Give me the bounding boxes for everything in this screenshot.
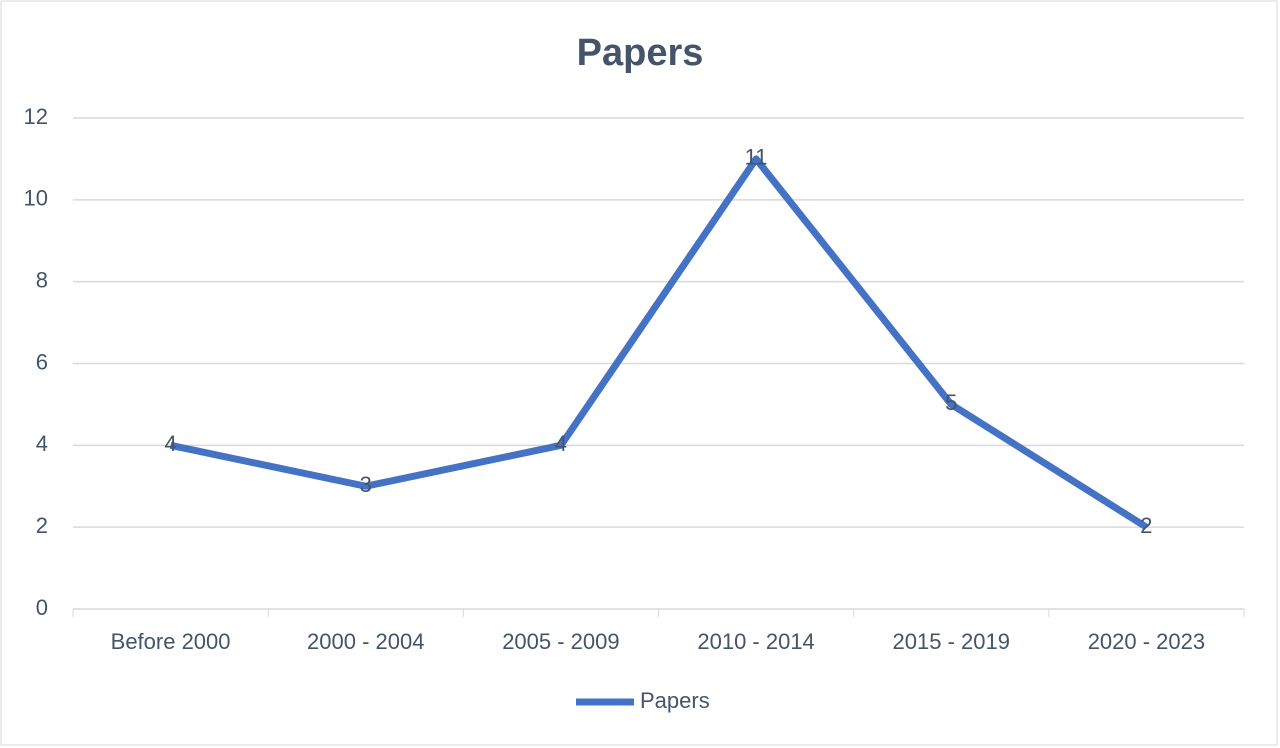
data-label: 11 bbox=[745, 145, 768, 170]
line bbox=[169, 155, 1149, 531]
x-tick-label: Before 2000 bbox=[111, 629, 231, 654]
y-tick-label: 4 bbox=[36, 431, 48, 456]
chart-title: Papers bbox=[577, 32, 704, 74]
y-tick-label: 10 bbox=[24, 186, 48, 211]
x-tick-label: 2000 - 2004 bbox=[307, 629, 424, 654]
data-label: 4 bbox=[555, 431, 567, 456]
x-tick-label: 2005 - 2009 bbox=[502, 629, 619, 654]
data-label: 3 bbox=[360, 472, 372, 497]
data-label: 2 bbox=[1140, 513, 1152, 538]
y-tick-label: 8 bbox=[36, 267, 48, 292]
y-tick-label: 0 bbox=[36, 595, 48, 620]
y-tick-label: 12 bbox=[24, 104, 48, 129]
x-tick-label: 2010 - 2014 bbox=[697, 629, 814, 654]
data-label: 4 bbox=[164, 431, 176, 456]
x-tick-label: 2020 - 2023 bbox=[1088, 629, 1205, 654]
y-tick-label: 2 bbox=[36, 513, 48, 538]
data-label: 5 bbox=[945, 390, 957, 415]
x-tick-label: 2015 - 2019 bbox=[893, 629, 1010, 654]
legend-label: Papers bbox=[640, 688, 710, 713]
y-tick-label: 6 bbox=[36, 349, 48, 374]
